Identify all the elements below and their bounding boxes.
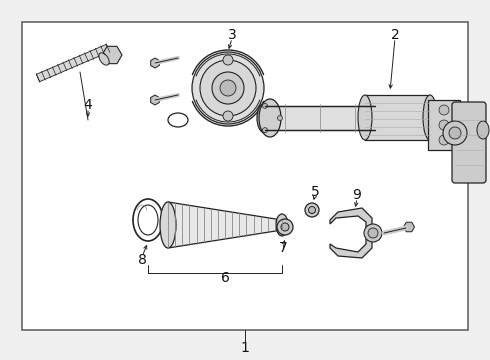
Ellipse shape xyxy=(358,95,372,140)
Bar xyxy=(428,100,460,150)
Text: 5: 5 xyxy=(311,185,319,199)
Circle shape xyxy=(439,120,449,130)
Circle shape xyxy=(439,105,449,115)
Bar xyxy=(22,22,468,330)
Text: 4: 4 xyxy=(84,98,93,112)
Ellipse shape xyxy=(160,202,176,248)
Circle shape xyxy=(263,103,268,108)
Circle shape xyxy=(192,52,264,124)
Circle shape xyxy=(439,135,449,145)
Circle shape xyxy=(309,207,316,213)
Circle shape xyxy=(263,128,268,132)
Text: 6: 6 xyxy=(220,271,229,285)
Circle shape xyxy=(200,60,256,116)
Circle shape xyxy=(364,224,382,242)
Circle shape xyxy=(223,111,233,121)
Ellipse shape xyxy=(276,214,288,236)
Text: 2: 2 xyxy=(391,28,399,42)
Ellipse shape xyxy=(259,99,281,137)
Polygon shape xyxy=(330,208,372,258)
Ellipse shape xyxy=(423,95,437,140)
Text: 1: 1 xyxy=(241,341,249,355)
Text: 3: 3 xyxy=(228,28,236,42)
Polygon shape xyxy=(36,44,110,82)
Circle shape xyxy=(368,228,378,238)
Circle shape xyxy=(277,116,283,121)
Text: 8: 8 xyxy=(138,253,147,267)
Circle shape xyxy=(212,72,244,104)
Ellipse shape xyxy=(257,103,273,133)
Ellipse shape xyxy=(477,121,489,139)
FancyBboxPatch shape xyxy=(452,102,486,183)
Circle shape xyxy=(220,80,236,96)
Circle shape xyxy=(281,223,289,231)
Text: 9: 9 xyxy=(353,188,362,202)
Circle shape xyxy=(443,121,467,145)
Ellipse shape xyxy=(367,103,383,133)
Bar xyxy=(265,106,375,130)
Circle shape xyxy=(449,127,461,139)
Text: 7: 7 xyxy=(279,241,287,255)
Circle shape xyxy=(277,219,293,235)
Polygon shape xyxy=(168,202,282,248)
Circle shape xyxy=(223,55,233,65)
Ellipse shape xyxy=(99,53,109,65)
Circle shape xyxy=(305,203,319,217)
Bar xyxy=(365,95,430,140)
